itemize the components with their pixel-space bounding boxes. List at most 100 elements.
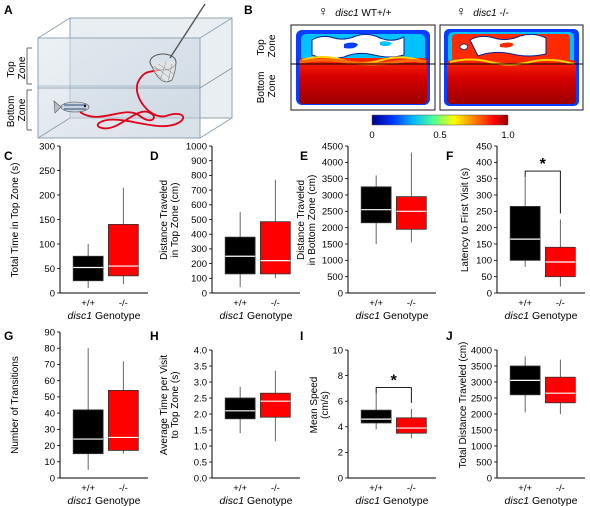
y-tick-label: 700 [191, 185, 207, 196]
iqr-box [259, 221, 291, 275]
y-axis-label-line: Mean Speed [309, 377, 320, 434]
y-tick-label: 600 [191, 200, 207, 211]
x-category-label: +/+ [369, 483, 383, 494]
x-category-label: -/- [407, 298, 416, 309]
y-tick-label: 400 [476, 158, 492, 169]
genotype-gene: disc1 [220, 310, 245, 322]
colorbar-tick-2: 1.0 [501, 130, 514, 141]
heatmap-mut-genotype: -/- [499, 8, 508, 19]
heatmap-wt-gene: disc1 [335, 8, 358, 19]
y-axis-label-line: to Top Zone (s) [170, 371, 181, 438]
genotype-word: Genotype [92, 310, 141, 322]
panel-label-a: A [4, 3, 13, 17]
y-axis-label-line: Distance Traveled [296, 180, 307, 260]
x-category-label: -/- [407, 483, 416, 494]
y-axis-label: Latency to First Visit (s) [460, 168, 471, 272]
y-axis-label: Mean Speed(cm/s) [309, 377, 331, 434]
panel-g-boxplot: G 0 10 20 30 40 50 60 70 80 90 Number of Transition… [4, 327, 148, 506]
y-axis-label-line: (cm/s) [320, 391, 331, 419]
panel-label-h: H [150, 329, 159, 343]
y-tick-label: 1.0 [194, 441, 207, 452]
box-mut [108, 187, 139, 285]
colorbar: 0 0.5 1.0 [369, 114, 515, 141]
heatmap-wt [290, 24, 436, 111]
x-category-label: +/+ [233, 483, 247, 494]
x-category-label: -/- [556, 298, 565, 309]
heatmap-mut-title: ♀ disc1 -/- [456, 3, 509, 19]
x-axis-genotype-label: disc1 Genotype [220, 310, 293, 322]
iqr-box [72, 409, 104, 455]
y-tick-label: 60 [44, 376, 55, 387]
iqr-box [224, 236, 256, 275]
x-category-label: +/+ [233, 298, 247, 309]
iqr-box [108, 389, 139, 451]
y-axis-label-line: Total Time in Top Zone (s) [10, 163, 21, 278]
heatmap-mut [439, 24, 584, 111]
y-tick-label: 2500 [322, 207, 343, 218]
heatmap-mut-sex-icon: ♀ [456, 3, 467, 19]
box-mut [395, 152, 427, 243]
y-tick-label: 2500 [471, 393, 492, 404]
y-axis-label-line: Number of Transitions [10, 356, 21, 454]
box-mut [259, 179, 291, 279]
y-tick-label: 70 [44, 360, 55, 371]
heatmap-wt-genotype: WT+/+ [361, 8, 391, 19]
panel-label-c: C [4, 149, 13, 163]
genotype-gene: disc1 [68, 310, 93, 322]
x-axis-genotype-label: disc1 Genotype [68, 495, 141, 506]
iqr-box [395, 196, 427, 230]
genotype-word: Genotype [244, 310, 293, 322]
y-tick-label: 3500 [322, 174, 343, 185]
significance-bracket [375, 387, 412, 403]
panel-b-bottom-line2: Zone [267, 74, 278, 97]
x-category-label: +/+ [518, 483, 532, 494]
significance-star: * [540, 156, 547, 173]
heatmap-wt-sex-icon: ♀ [318, 3, 329, 19]
y-axis-label-line: in Bottom Zone (cm) [307, 175, 318, 266]
panel-a-top-line2: Zone [17, 56, 28, 79]
genotype-word: Genotype [92, 495, 141, 506]
y-tick-label: 500 [191, 215, 207, 226]
panel-b-top-line2: Zone [267, 34, 278, 57]
genotype-gene: disc1 [356, 495, 381, 506]
iqr-box [360, 409, 392, 424]
x-category-label: +/+ [518, 298, 532, 309]
genotype-gene: disc1 [220, 495, 245, 506]
heatmap-wt-title: ♀ disc1 WT+/+ [318, 3, 392, 19]
genotype-word: Genotype [529, 495, 578, 506]
swim-path [79, 69, 185, 130]
panel-label-b: B [244, 3, 253, 17]
box-mut [545, 219, 576, 287]
genotype-gene: disc1 [356, 310, 381, 322]
y-tick-label: 2.0 [194, 409, 207, 420]
iqr-box [259, 392, 291, 418]
colorbar-tick-1: 0.5 [433, 130, 446, 141]
y-tick-label: 0.5 [194, 457, 207, 468]
x-category-label: -/- [556, 483, 565, 494]
panel-a-illustration: A Top Zone Bottom Zone [4, 3, 233, 139]
iqr-box [360, 186, 392, 224]
y-tick-label: 2 [338, 448, 343, 459]
y-tick-label: 150 [476, 239, 492, 250]
y-tick-label: 80 [44, 344, 55, 355]
y-tick-label: 0.0 [194, 473, 207, 484]
panel-label-g: G [4, 329, 13, 343]
y-tick-label: 250 [39, 166, 55, 177]
y-axis-label-line: Latency to First Visit (s) [460, 168, 471, 272]
box-mut [259, 370, 291, 442]
panel-f-boxplot: F 0 50 100 150 200 250 300 350 400 450 Latency to F… [446, 141, 585, 322]
x-category-label: +/+ [369, 298, 383, 309]
panel-a-top-zone-label: Top Zone [6, 56, 28, 79]
genotype-word: Genotype [529, 310, 578, 322]
y-axis-label-line: Average Time per Visit [159, 355, 170, 455]
y-tick-label: 3500 [471, 361, 492, 372]
y-tick-label: 8 [338, 371, 343, 382]
y-tick-label: 200 [191, 259, 207, 270]
y-tick-label: 800 [191, 171, 207, 182]
panel-a-top-line1: Top [6, 61, 17, 78]
y-axis-label: Number of Transitions [10, 356, 21, 454]
y-tick-label: 1000 [186, 141, 207, 152]
